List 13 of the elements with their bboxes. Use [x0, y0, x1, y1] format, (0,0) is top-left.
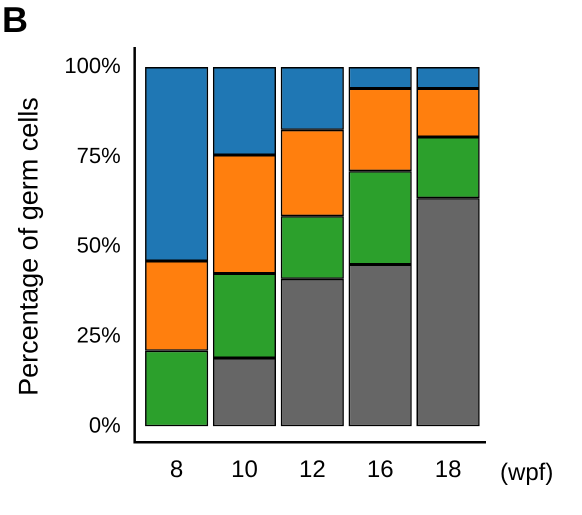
x-tick-label: 16	[366, 456, 394, 484]
x-axis-title: (wpf)	[500, 458, 554, 486]
y-tick-label: 50%	[76, 232, 121, 258]
y-tick-label: 25%	[76, 322, 121, 348]
y-axis-title: Percentage of germ cells	[14, 97, 44, 396]
x-tick-label: 10	[231, 456, 258, 484]
y-tick-label: 75%	[76, 142, 121, 168]
x-tick-label: 8	[170, 456, 184, 484]
x-tick-label: 12	[298, 456, 326, 484]
y-tick-label: 0%	[88, 412, 121, 438]
x-tick-label: 18	[434, 456, 462, 484]
text: B	[2, 0, 28, 40]
y-tick-label: 100%	[64, 53, 121, 78]
